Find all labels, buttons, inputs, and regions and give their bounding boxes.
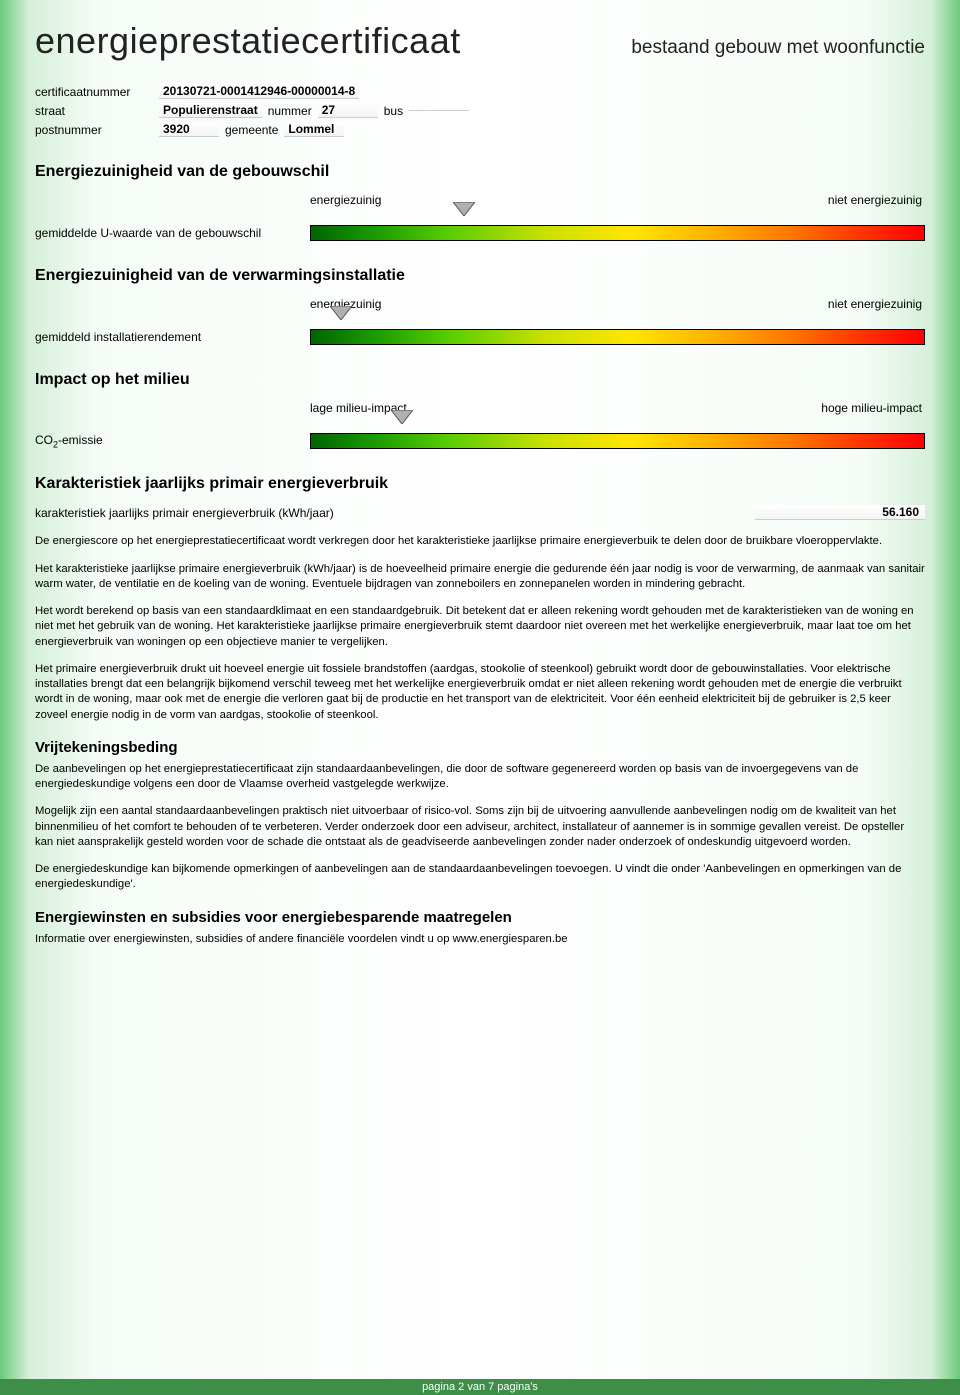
title-row: energieprestatiecertificaat bestaand geb…: [35, 20, 925, 62]
scale-caption: [35, 417, 298, 431]
gemeente-value: Lommel: [284, 122, 344, 137]
cert-number-row: certificaatnummer 20130721-0001412946-00…: [35, 84, 925, 99]
page-footer: pagina 2 van 7 pagina's: [0, 1379, 960, 1395]
scale-caption: [35, 313, 298, 327]
post-value: 3920: [159, 122, 219, 137]
post-label: postnummer: [35, 123, 153, 137]
post-row: postnummer 3920 gemeente Lommel: [35, 122, 925, 137]
scale-right-label: hoge milieu-impact: [821, 401, 922, 415]
kwh-value: 56.160: [755, 505, 925, 520]
subtitle: bestaand gebouw met woonfunctie: [631, 37, 925, 59]
gemeente-label: gemeente: [225, 123, 278, 137]
kwh-row: karakteristiek jaarlijks primair energie…: [35, 505, 925, 520]
bus-label: bus: [384, 104, 403, 118]
cert-number: 20130721-0001412946-00000014-8: [159, 84, 359, 99]
scale-caption-text: gemiddelde U-waarde van de gebouwschil: [35, 226, 298, 240]
section-gebouwschil-heading: Energiezuinigheid van de gebouwschil: [35, 163, 925, 181]
scale-gebouwschil: energiezuinig niet energiezuinig gemidde…: [35, 193, 925, 241]
spectrum-bar: [310, 433, 925, 449]
street-value: Populierenstraat: [159, 103, 262, 118]
scale-right-label: niet energiezuinig: [828, 297, 922, 311]
scale-left-label: energiezuinig: [310, 193, 381, 207]
scale-caption: [35, 209, 298, 223]
spectrum-bar: [310, 329, 925, 345]
paragraph-1: De energiescore op het energieprestatiec…: [35, 534, 925, 549]
spectrum-bar: [310, 225, 925, 241]
vrijtekening-p1: De aanbevelingen op het energieprestatie…: [35, 762, 925, 793]
number-label: nummer: [268, 104, 312, 118]
marker-icon: [330, 306, 352, 325]
scale-milieu: lage milieu-impact hoge milieu-impact CO…: [35, 401, 925, 449]
kwh-label: karakteristiek jaarlijks primair energie…: [35, 506, 334, 520]
street-label: straat: [35, 104, 153, 118]
paragraph-3: Het wordt berekend op basis van een stan…: [35, 604, 925, 650]
number-value: 27: [318, 103, 378, 118]
section-milieu-heading: Impact op het milieu: [35, 371, 925, 389]
scale-caption-text: gemiddeld installatierendement: [35, 330, 298, 344]
scale-verwarming: energiezuinig niet energiezuinig gemidde…: [35, 297, 925, 345]
vrijtekening-p3: De energiedeskundige kan bijkomende opme…: [35, 862, 925, 893]
section-verwarming-heading: Energiezuinigheid van de verwarmingsinst…: [35, 267, 925, 285]
co2-caption: CO2-emissie: [35, 433, 298, 449]
paragraph-2: Het karakteristieke jaarlijkse primaire …: [35, 562, 925, 593]
paragraph-4: Het primaire energieverbruik drukt uit h…: [35, 662, 925, 723]
vrijtekening-p2: Mogelijk zijn een aantal standaardaanbev…: [35, 804, 925, 850]
section-primair-heading: Karakteristiek jaarlijks primair energie…: [35, 475, 925, 493]
bus-value: [409, 110, 469, 111]
marker-icon: [391, 410, 413, 429]
subsidies-heading: Energiewinsten en subsidies voor energie…: [35, 909, 925, 926]
main-title: energieprestatiecertificaat: [35, 20, 461, 62]
subsidies-p1: Informatie over energiewinsten, subsidie…: [35, 932, 925, 947]
marker-icon: [453, 202, 475, 221]
street-row: straat Populierenstraat nummer 27 bus: [35, 103, 925, 118]
cert-label: certificaatnummer: [35, 85, 153, 99]
vrijtekening-heading: Vrijtekeningsbeding: [35, 739, 925, 756]
scale-right-label: niet energiezuinig: [828, 193, 922, 207]
